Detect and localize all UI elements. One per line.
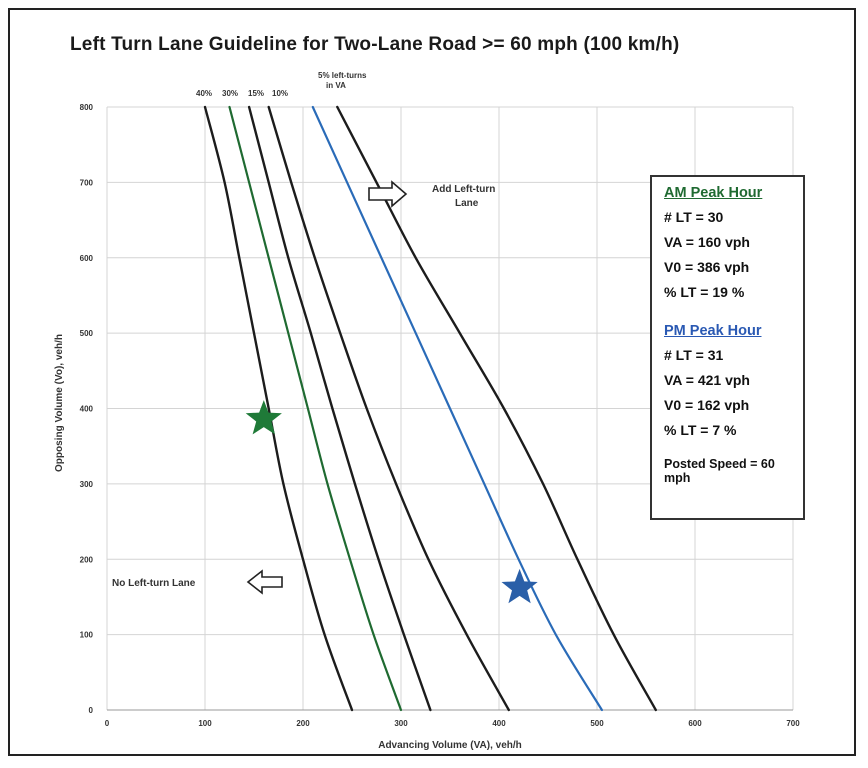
x-tick-label: 500 <box>590 719 604 728</box>
add-lane-text-line2: Lane <box>455 198 479 209</box>
tick-labels: 0 100 200 300 400 500 600 700 0 100 200 300 400 500 60… <box>80 103 801 728</box>
curve-label-15: 15% <box>248 89 264 98</box>
y-tick-label: 400 <box>80 405 94 414</box>
y-tick-label: 800 <box>80 103 94 112</box>
x-tick-label: 600 <box>688 719 702 728</box>
curve-label-30: 30% <box>222 89 238 98</box>
curve-label-10: 10% <box>272 89 288 98</box>
pm-peak-header: PM Peak Hour <box>664 323 762 339</box>
curve-series-4 <box>311 105 603 712</box>
x-tick-label: 400 <box>492 719 506 728</box>
x-axis-title: Advancing Volume (VA), veh/h <box>378 740 522 751</box>
x-tick-label: 700 <box>786 719 800 728</box>
pm-vo: V0 = 162 vph <box>664 397 750 413</box>
am-lt: # LT = 30 <box>664 209 724 225</box>
curve-label-5-line1: 5% left-turns <box>318 71 367 80</box>
am-peak-header: AM Peak Hour <box>664 185 763 201</box>
am-peak-star-icon <box>245 400 282 435</box>
curve-label-5-line2: in VA <box>326 81 346 90</box>
y-tick-label: 100 <box>80 631 94 640</box>
chart-title: Left Turn Lane Guideline for Two-Lane Ro… <box>70 34 680 55</box>
x-tick-label: 300 <box>394 719 408 728</box>
no-lane-text: No Left-turn Lane <box>112 578 196 589</box>
y-tick-label: 700 <box>80 178 94 187</box>
x-tick-label: 200 <box>296 719 310 728</box>
pm-pct-lt: % LT = 7 % <box>664 422 737 438</box>
curve-series-3 <box>267 105 510 712</box>
pm-va: VA = 421 vph <box>664 372 750 388</box>
y-tick-label: 500 <box>80 329 94 338</box>
x-tick-label: 100 <box>198 719 212 728</box>
add-lane-text-line1: Add Left-turn <box>432 184 495 195</box>
curve-series-1 <box>228 105 403 712</box>
y-tick-label: 0 <box>89 706 94 715</box>
y-tick-label: 600 <box>80 254 94 263</box>
am-vo: V0 = 386 vph <box>664 259 750 275</box>
am-va: VA = 160 vph <box>664 234 750 250</box>
right-arrow-icon <box>368 180 408 208</box>
y-tick-label: 200 <box>80 555 94 564</box>
peak-hour-info-box: AM Peak Hour # LT = 30 VA = 160 vph V0 =… <box>650 175 805 520</box>
curve-series-2 <box>247 105 432 712</box>
curves <box>203 105 657 712</box>
y-tick-label: 300 <box>80 480 94 489</box>
pm-lt: # LT = 31 <box>664 347 724 363</box>
posted-speed: Posted Speed = 60 mph <box>664 457 775 485</box>
curve-series-5 <box>336 105 657 712</box>
no-lane-annotation: No Left-turn Lane <box>112 569 283 595</box>
curve-label-40: 40% <box>196 89 212 98</box>
add-lane-annotation: Add Left-turn Lane <box>368 180 495 209</box>
x-tick-label: 0 <box>105 719 110 728</box>
curve-series-0 <box>203 105 354 712</box>
am-pct-lt: % LT = 19 % <box>664 284 745 300</box>
y-axis-title: Opposing Volume (Vo), veh/h <box>54 334 65 472</box>
markers <box>245 400 538 604</box>
pm-peak-star-icon <box>501 568 538 604</box>
left-arrow-icon <box>246 569 283 595</box>
